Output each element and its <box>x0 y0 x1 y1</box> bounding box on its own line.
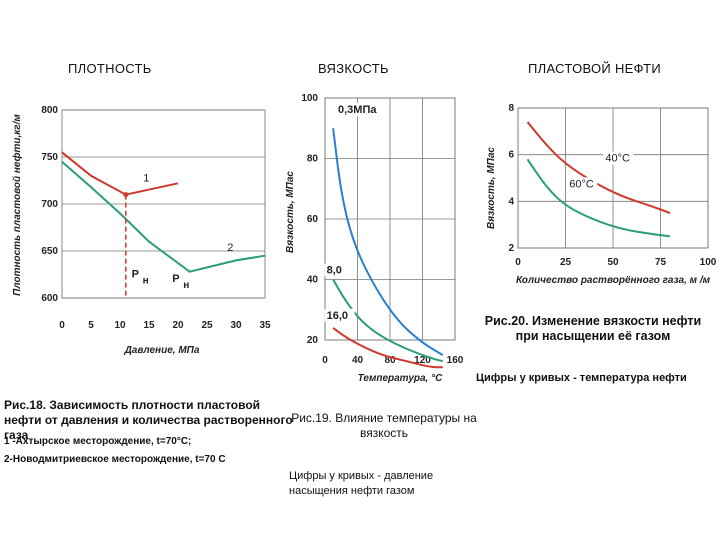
density-pressure-marker-2: P <box>172 273 179 285</box>
density-x-axis-label: Давление, МПа <box>124 345 200 356</box>
viscosity_gas-y-tick-label: 8 <box>508 103 514 114</box>
viscosity_temperature-y-tick-label: 20 <box>307 335 319 346</box>
fig18-item-2: 2-Новодмитриевское месторождение, t=70 С <box>4 454 226 465</box>
title-viscosity: ВЯЗКОСТЬ <box>318 61 389 76</box>
density-y-axis-label: Плотность пластовой нефти,кг/м <box>11 114 23 296</box>
viscosity-temp-curve-label-2: 8,0 <box>327 264 342 276</box>
viscosity_temperature-x-tick-label: 120 <box>414 355 431 366</box>
viscosity-temp-curve-label-bg-2 <box>324 263 349 277</box>
viscosity_temperature-x-axis-label: Температура, °С <box>358 373 443 384</box>
density-y-tick-label: 750 <box>41 152 58 163</box>
density-y-tick-label: 650 <box>41 246 58 257</box>
viscosity_temperature-y-tick-label: 40 <box>307 275 319 286</box>
density-y-tick-label: 800 <box>41 105 58 116</box>
viscosity_temperature-x-tick-label: 40 <box>352 355 364 366</box>
density-pressure-marker-sub-2: н <box>183 280 189 291</box>
viscosity_temperature-x-tick-label: 80 <box>384 355 396 366</box>
density-series-2 <box>61 160 266 273</box>
density-curve-label-1: 1 <box>143 172 149 184</box>
density-x-tick-label: 30 <box>230 320 242 331</box>
viscosity_gas-x-tick-label: 25 <box>560 257 572 268</box>
viscosity_gas-y-axis-label: Вязкость, МПас <box>486 147 497 229</box>
viscosity_gas-series-1 <box>526 121 671 214</box>
density-x-tick-label: 5 <box>88 320 94 331</box>
density-x-tick-label: 25 <box>201 320 213 331</box>
density-bubble-point-marker <box>123 192 129 198</box>
viscosity-gas-curve-label-2: 60°С <box>569 178 594 190</box>
fig20-note: Цифры у кривых - температура нефти <box>476 372 687 384</box>
viscosity-gas-curve-label-bg-1 <box>603 151 634 165</box>
density-curve-label-2: 2 <box>227 242 233 254</box>
viscosity_temperature-y-tick-label: 100 <box>301 93 318 104</box>
density-x-tick-label: 15 <box>143 320 155 331</box>
viscosity_gas-x-tick-label: 0 <box>515 257 521 268</box>
density-y-tick-label: 600 <box>41 293 58 304</box>
density-x-tick-label: 0 <box>59 320 65 331</box>
viscosity_temperature-series-2 <box>332 279 444 363</box>
viscosity_temperature-series-3 <box>332 327 443 369</box>
fig20-caption: Рис.20. Изменение вязкости нефти при нас… <box>484 314 702 343</box>
viscosity_temperature-y-tick-label: 80 <box>307 154 319 165</box>
viscosity_temperature-y-tick-label: 60 <box>307 214 319 225</box>
fig18-item-1: 1 -Ахтырское месторождение, t=70°С; <box>4 436 192 447</box>
viscosity_temperature-series-1 <box>332 128 444 357</box>
viscosity_gas-y-tick-label: 2 <box>508 243 514 254</box>
title-reservoir-oil: ПЛАСТОВОЙ НЕФТИ <box>528 61 661 76</box>
viscosity_gas-x-tick-label: 50 <box>607 257 619 268</box>
viscosity_gas-series-2 <box>526 158 671 238</box>
density-pressure-marker-sub-1: н <box>143 275 149 286</box>
fig19-caption: Рис.19. Влияние температуры на вязкость <box>291 411 477 440</box>
viscosity_temperature-x-tick-label: 160 <box>447 355 464 366</box>
density-series-1 <box>61 151 179 196</box>
fig19-note: Цифры у кривых - давление насыщения нефт… <box>289 470 434 497</box>
viscosity_gas-y-tick-label: 4 <box>508 196 514 207</box>
density-x-tick-label: 20 <box>172 320 184 331</box>
viscosity-temp-curve-label-bg-3 <box>324 308 355 322</box>
fig18-caption: Рис.18. Зависимость плотности пластовой … <box>4 398 293 442</box>
viscosity-gas-curve-label-bg-2 <box>567 177 598 191</box>
viscosity_temperature-y-axis-label: Вязкость, МПас <box>285 171 296 253</box>
viscosity-temp-curve-label-bg-1 <box>336 103 379 117</box>
viscosity_gas-x-axis-label: Количество растворённого газа, м /м <box>516 275 711 286</box>
density-pressure-marker-1: P <box>132 268 139 280</box>
viscosity-gas-curve-label-1: 40°С <box>605 153 630 165</box>
viscosity_gas-y-tick-label: 6 <box>508 150 514 161</box>
viscosity_gas-x-tick-label: 75 <box>655 257 667 268</box>
title-density: ПЛОТНОСТЬ <box>68 61 152 76</box>
viscosity_gas-x-tick-label: 100 <box>700 257 717 268</box>
density-y-tick-label: 700 <box>41 199 58 210</box>
viscosity-temp-curve-label-3: 16,0 <box>327 310 348 322</box>
viscosity_temperature-x-tick-label: 0 <box>322 355 328 366</box>
viscosity-temp-curve-label-1: 0,3МПа <box>338 104 377 116</box>
density-x-tick-label: 35 <box>259 320 271 331</box>
density-x-tick-label: 10 <box>114 320 126 331</box>
